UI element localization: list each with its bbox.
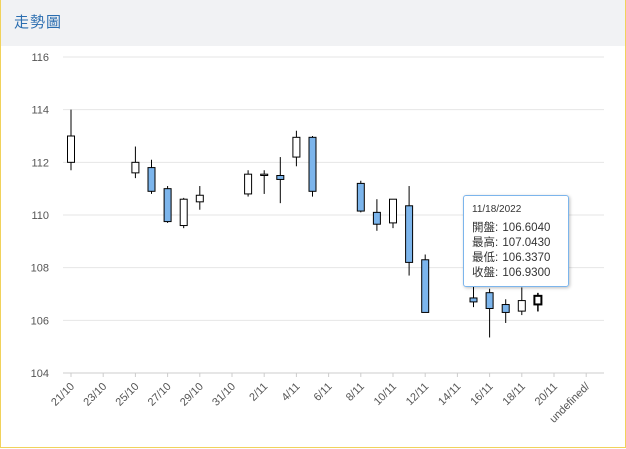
candle[interactable] xyxy=(405,186,414,276)
candle-body xyxy=(421,259,430,313)
candle-body xyxy=(517,300,526,312)
y-tick-label: 116 xyxy=(31,52,49,64)
candle[interactable] xyxy=(163,186,172,223)
candle[interactable] xyxy=(292,130,301,167)
candle[interactable] xyxy=(372,199,381,231)
candle[interactable] xyxy=(389,198,397,229)
candle[interactable] xyxy=(485,288,494,338)
candle-body xyxy=(195,194,204,203)
tooltip-high-value: 107.0430 xyxy=(502,237,551,249)
candle-body xyxy=(244,173,253,195)
candle-body xyxy=(163,188,172,223)
tooltip-close-value: 106.9300 xyxy=(502,267,551,279)
panel-title: 走勢圖 xyxy=(14,14,63,31)
candle[interactable] xyxy=(469,286,478,308)
x-tick-label: 14/11 xyxy=(436,381,463,408)
candle[interactable] xyxy=(517,287,526,316)
y-tick-label: 108 xyxy=(31,263,49,275)
candle-body xyxy=(179,198,188,227)
candle-body xyxy=(533,294,543,306)
candle-body xyxy=(469,297,478,303)
candle[interactable] xyxy=(501,299,510,323)
candle-body xyxy=(372,211,381,225)
tooltip-high-label: 最高: xyxy=(472,237,499,249)
x-tick-label: 6/11 xyxy=(312,381,335,404)
candle-body xyxy=(147,167,156,192)
tooltip-row-open: 開盤: 106.6040 xyxy=(472,219,551,235)
candle[interactable] xyxy=(260,170,269,194)
x-tick-label: 18/11 xyxy=(501,381,528,408)
x-tick-label: 21/10 xyxy=(49,381,77,409)
x-tick-label: 16/11 xyxy=(468,381,495,408)
candle-body xyxy=(260,173,269,177)
candle[interactable] xyxy=(147,159,156,194)
candle[interactable] xyxy=(421,254,430,313)
tooltip-row-close: 收盤: 106.9300 xyxy=(472,264,551,280)
x-tick-label: 31/10 xyxy=(210,381,238,409)
candle[interactable] xyxy=(276,157,285,204)
x-tick-label: 10/11 xyxy=(372,381,399,408)
panel-header: 走勢圖 xyxy=(1,0,625,46)
x-tick-label: 8/11 xyxy=(344,381,367,404)
candle[interactable] xyxy=(308,136,317,197)
tooltip-date: 11/18/2022 xyxy=(472,204,522,215)
y-tick-label: 106 xyxy=(31,315,49,327)
tooltip-open-value: 106.6040 xyxy=(502,222,551,234)
tooltip-row-high: 最高: 107.0430 xyxy=(472,234,551,250)
candle-body xyxy=(485,292,494,309)
y-tick-label: 110 xyxy=(31,210,49,222)
tooltip-low-label: 最低: xyxy=(472,252,499,264)
candle[interactable] xyxy=(356,180,365,213)
y-tick-label: 104 xyxy=(31,368,49,380)
candle-body xyxy=(292,136,301,158)
candle-body xyxy=(308,136,317,192)
candle[interactable] xyxy=(67,109,75,171)
candle[interactable] xyxy=(533,292,543,312)
candle-body xyxy=(389,198,397,224)
candle-body xyxy=(276,175,285,180)
tooltip-low-value: 106.3370 xyxy=(502,252,551,264)
y-tick-label: 112 xyxy=(31,157,49,169)
tooltip-open-label: 開盤: xyxy=(472,222,499,234)
candle-tooltip: 11/18/2022 開盤: 106.6040 最高: 107.0430 最低:… xyxy=(463,195,569,287)
x-tick-label: 23/10 xyxy=(81,381,109,409)
x-tick-label: 4/11 xyxy=(279,381,302,404)
x-tick-label: 2/11 xyxy=(247,381,270,404)
candle-body xyxy=(356,182,365,212)
x-tick-label: 29/10 xyxy=(178,381,206,409)
candle[interactable] xyxy=(131,146,140,179)
x-tick-label: 27/10 xyxy=(146,381,174,409)
x-tick-label: 25/10 xyxy=(114,381,142,409)
candle[interactable] xyxy=(195,186,204,210)
candle[interactable] xyxy=(179,197,188,229)
x-tick-label: 20/11 xyxy=(533,381,560,408)
candle-body xyxy=(67,135,75,163)
candle-body xyxy=(501,304,510,313)
y-tick-label: 114 xyxy=(31,105,49,117)
candle[interactable] xyxy=(244,170,253,197)
candle-body xyxy=(131,161,140,174)
x-tick-label: 12/11 xyxy=(404,381,431,408)
tooltip-row-low: 最低: 106.3370 xyxy=(472,249,551,265)
tooltip-close-label: 收盤: xyxy=(472,267,499,279)
candle-body xyxy=(405,205,414,263)
